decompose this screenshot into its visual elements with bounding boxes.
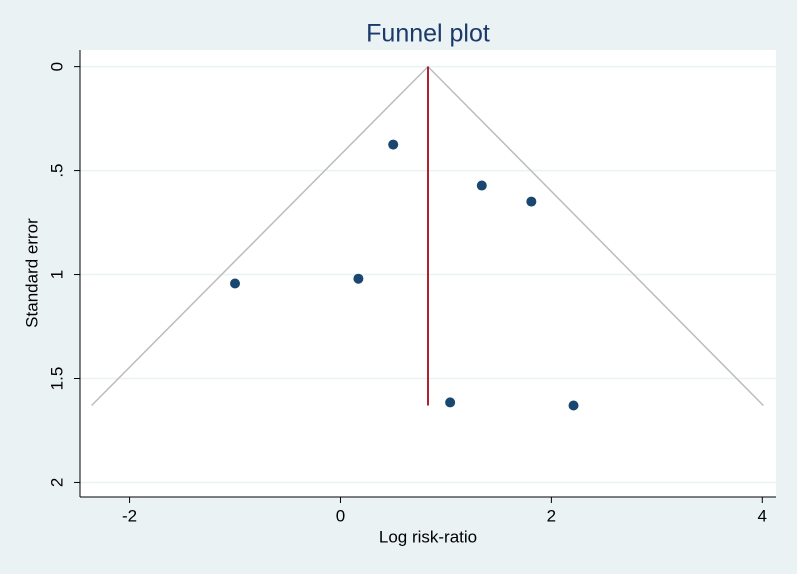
point bbox=[526, 196, 537, 207]
point bbox=[568, 400, 579, 411]
point bbox=[476, 180, 487, 191]
x-tick-label: 0 bbox=[336, 506, 345, 525]
x-tick-label: 2 bbox=[547, 506, 556, 525]
y-tick-label: 2 bbox=[47, 478, 66, 487]
point bbox=[230, 278, 241, 289]
y-tick-label: 0 bbox=[47, 62, 66, 71]
point bbox=[353, 273, 364, 284]
point bbox=[388, 139, 399, 150]
chart-title: Funnel plot bbox=[366, 20, 490, 48]
y-tick-label: 1.5 bbox=[47, 367, 66, 391]
x-tick-label: -2 bbox=[122, 506, 137, 525]
y-axis-title: Standard error bbox=[22, 218, 41, 328]
y-tick-label: 1 bbox=[47, 270, 66, 279]
x-axis-title: Log risk-ratio bbox=[379, 527, 477, 546]
point bbox=[445, 397, 456, 408]
y-tick-label: .5 bbox=[47, 163, 66, 177]
x-tick-label: 4 bbox=[758, 506, 767, 525]
